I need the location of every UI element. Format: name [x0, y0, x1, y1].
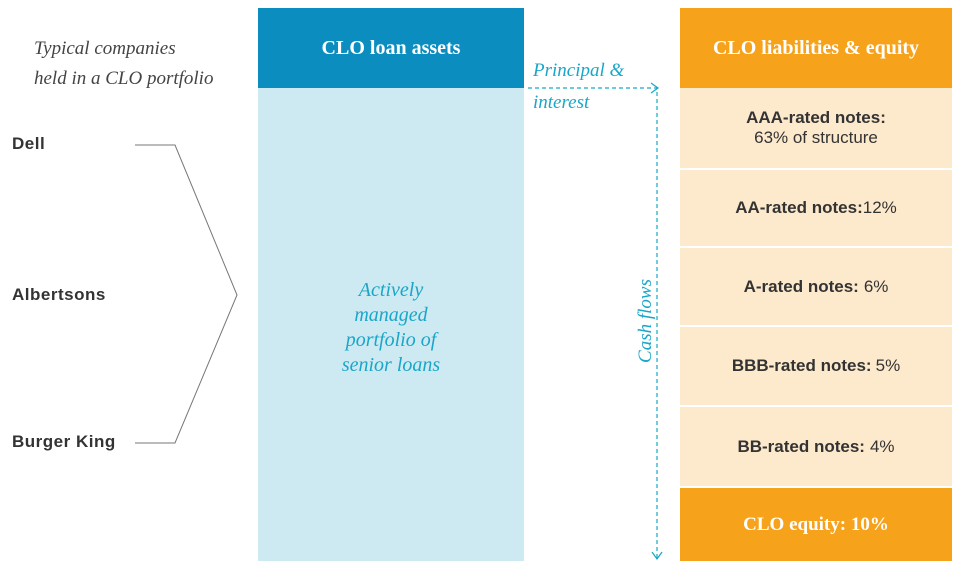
tranche: AAA-rated notes: 63% of structure — [680, 88, 952, 168]
tranche-label: AAA-rated notes: — [746, 108, 886, 127]
liabilities-header: CLO liabilities & equity — [680, 8, 952, 88]
company: Dell — [12, 134, 46, 153]
flow-label: interest — [533, 92, 590, 113]
text-line: senior loans — [341, 354, 441, 376]
tranche: BBB-rated notes: 5% — [680, 327, 952, 405]
text-line: managed — [354, 304, 428, 326]
company: Albertsons — [12, 285, 106, 304]
arrow-head — [650, 82, 660, 94]
assets-header: CLO loan assets — [258, 8, 524, 88]
tranche-label: BB-rated notes: — [737, 436, 865, 456]
tranche-value: 4% — [869, 436, 895, 456]
flow-label: Principal & — [533, 60, 625, 81]
tranche-value: 12% — [862, 198, 897, 217]
tranche-value: 6% — [863, 276, 889, 296]
company: Burger King — [12, 432, 116, 451]
bracket — [135, 144, 238, 444]
caption: held in a CLO portfolio — [34, 68, 214, 89]
tranche: AA-rated notes: 12% — [680, 170, 952, 246]
arrow-head — [651, 551, 663, 561]
tranche-label: A-rated notes: — [743, 276, 859, 296]
caption: Typical companies — [34, 38, 176, 59]
tranche-label: BBB-rated notes: — [731, 356, 872, 375]
tranche-value: 63% of structure — [754, 128, 878, 147]
tranche-label: AA-rated notes: — [735, 198, 863, 217]
assets-text: Actively managed portfolio of senior loa… — [258, 278, 524, 378]
text-line: Actively — [358, 279, 424, 301]
tranche: BB-rated notes: 4% — [680, 407, 952, 486]
equity: CLO equity: 10% — [680, 488, 952, 561]
tranche-value: 5% — [875, 356, 901, 375]
assets-body — [258, 88, 524, 561]
text-line: portfolio of — [345, 329, 437, 351]
tranche: A-rated notes: 6% — [680, 248, 952, 325]
